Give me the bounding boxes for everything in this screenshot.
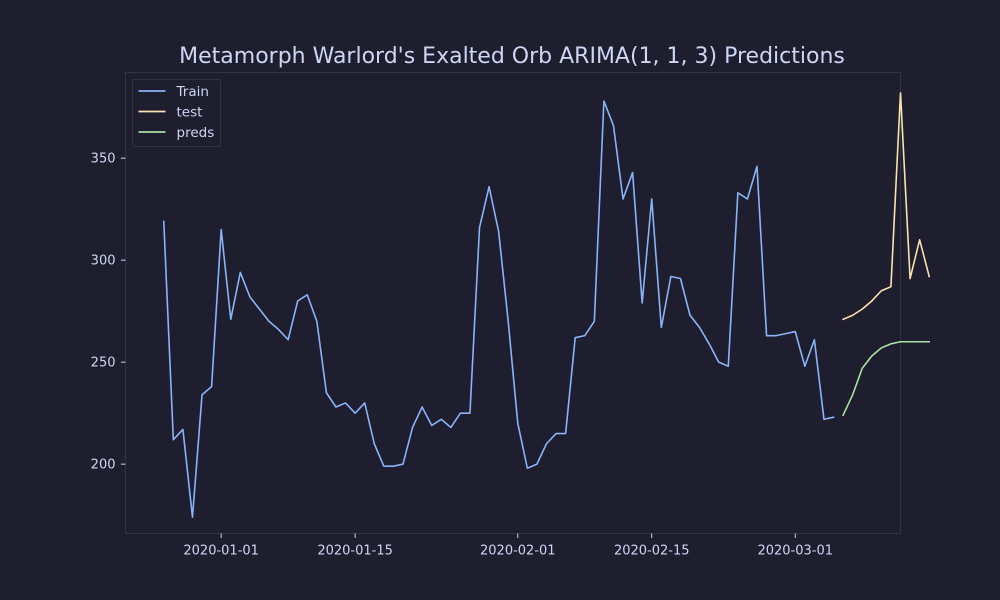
x-tick-label: 2020-03-01 (757, 544, 833, 559)
legend-label-train: Train (176, 84, 209, 100)
y-axis: 200 250 300 350 (91, 152, 126, 473)
y-tick-label: 300 (91, 254, 116, 269)
x-tick-label: 2020-02-15 (614, 544, 690, 559)
plot-area (125, 72, 901, 534)
x-tick-label: 2020-02-01 (480, 544, 556, 559)
legend-box (132, 79, 221, 147)
series-line-test (842, 92, 931, 321)
y-tick-label: 350 (91, 152, 116, 167)
series-lines (162, 92, 931, 518)
series-line-preds (842, 340, 931, 417)
chart-title: Metamorph Warlord's Exalted Orb ARIMA(1,… (179, 44, 845, 69)
y-tick-label: 250 (91, 356, 116, 371)
legend-label-test: test (177, 105, 203, 121)
y-tick-label: 200 (91, 458, 116, 473)
legend-label-preds: preds (177, 125, 215, 141)
x-axis: 2020-01-01 2020-01-15 2020-02-01 2020-02-15… (183, 533, 833, 559)
x-tick-label: 2020-01-01 (183, 544, 259, 559)
x-tick-label: 2020-01-15 (317, 544, 393, 559)
series-line-train (162, 100, 835, 518)
legend: Train test preds (132, 79, 221, 147)
